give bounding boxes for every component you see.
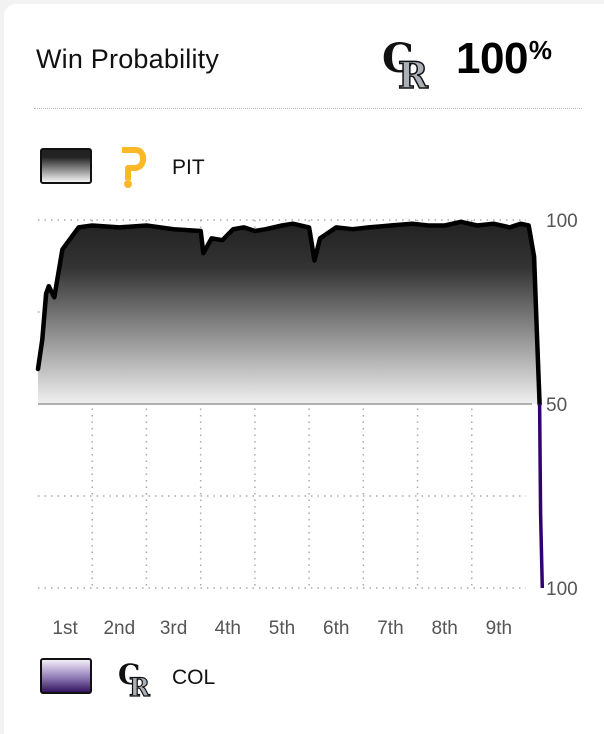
pit-line — [35, 219, 542, 407]
rockies-logo-icon: C R — [382, 35, 430, 92]
svg-text:R: R — [398, 55, 429, 92]
x-tick-label: 8th — [431, 618, 457, 639]
leader-win-percentage: 100% — [456, 34, 552, 84]
x-tick-label: 7th — [377, 618, 403, 639]
y-tick-label: 100 — [546, 579, 578, 600]
win-probability-chart: 100 50 100 1st 2nd 3rd 4th 5th 6th 7th 8th 9th — [35, 211, 578, 639]
x-tick-label: 5th — [269, 618, 295, 639]
x-tick-label: 1st — [52, 618, 78, 639]
pirates-logo-icon — [122, 147, 147, 188]
svg-text:C: C — [118, 658, 140, 691]
y-tick-label: 50 — [546, 395, 567, 416]
legend-swatch-col — [40, 658, 92, 694]
card-title: Win Probability — [36, 44, 220, 74]
win-probability-card: Win Probability C R 100% PIT 100 50 100 1st… — [4, 4, 604, 734]
svg-text:C: C — [382, 35, 414, 82]
percent-sign: % — [528, 35, 552, 65]
legend-label-pit: PIT — [172, 156, 205, 179]
legend-swatch-pit — [40, 148, 92, 184]
win-percentage-value: 100 — [456, 34, 528, 83]
legend-label-col: COL — [172, 666, 216, 689]
x-tick-label: 6th — [323, 618, 349, 639]
y-tick-label: 100 — [546, 211, 578, 232]
x-tick-label: 3rd — [160, 618, 187, 639]
x-tick-label: 4th — [215, 618, 241, 639]
rockies-small-logo-icon: C R — [118, 658, 151, 700]
x-tick-label: 9th — [486, 618, 512, 639]
col-line — [537, 403, 545, 589]
header-divider — [34, 108, 582, 109]
x-tick-label: 2nd — [103, 618, 135, 639]
svg-text:R: R — [129, 673, 150, 700]
pit-area — [38, 221, 540, 404]
